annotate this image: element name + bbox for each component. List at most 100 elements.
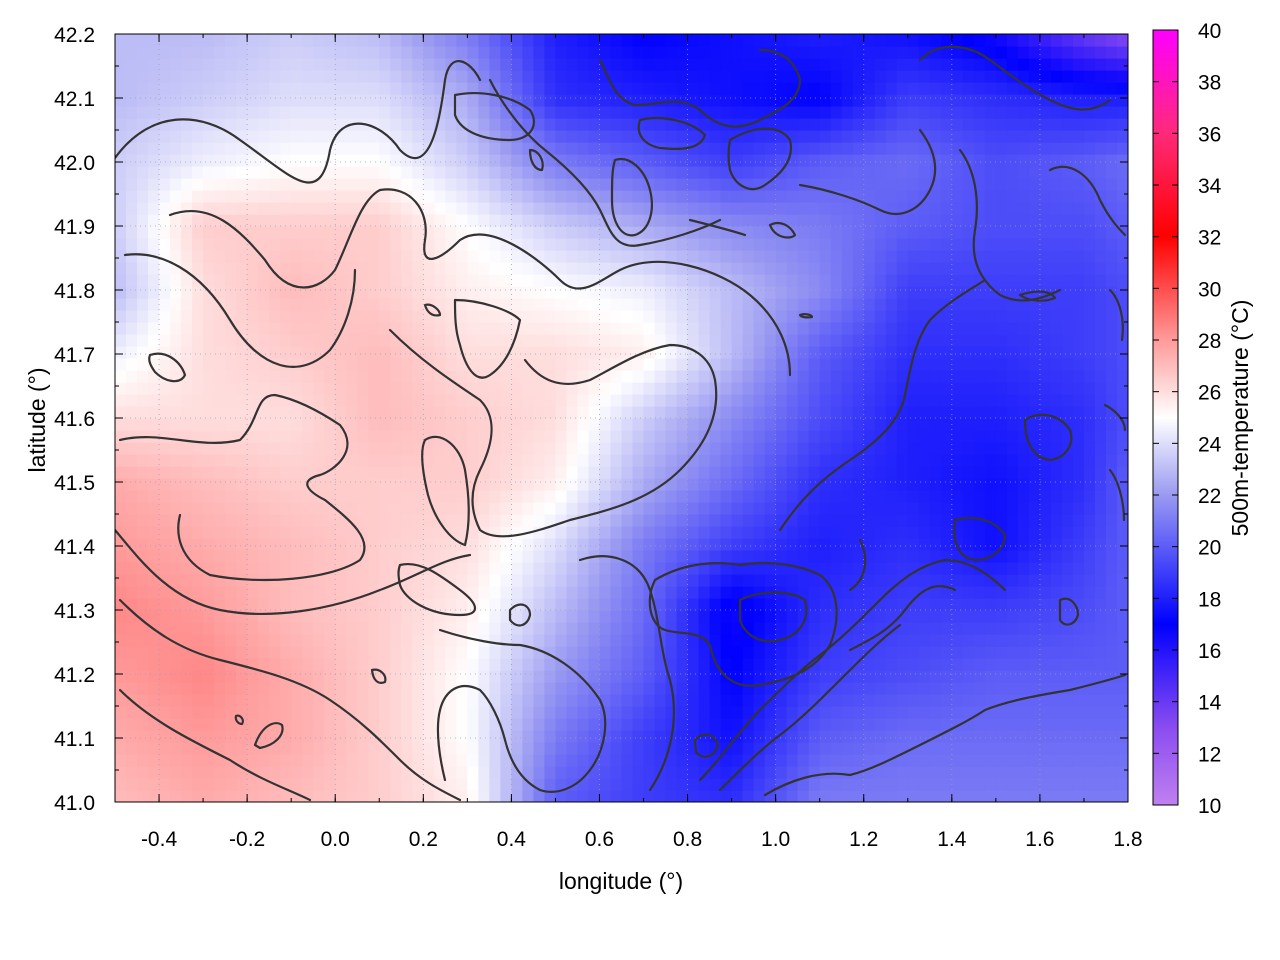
heatmap-cell <box>390 694 402 707</box>
heatmap-cell <box>555 310 568 323</box>
heatmap-cell <box>588 790 601 802</box>
heatmap-cell <box>874 586 887 599</box>
heatmap-cell <box>764 286 777 299</box>
heatmap-cell <box>654 790 667 802</box>
heatmap-cell <box>973 502 986 515</box>
heatmap-cell <box>511 154 523 167</box>
heatmap-cell <box>555 586 568 599</box>
heatmap-cell <box>1083 610 1096 623</box>
heatmap-cell <box>1006 526 1019 539</box>
heatmap-cell <box>368 598 380 611</box>
heatmap-cell <box>280 322 292 335</box>
heatmap-cell <box>819 250 832 263</box>
heatmap-cell <box>115 718 127 731</box>
heatmap-cell <box>511 646 523 659</box>
heatmap-cell <box>995 766 1008 779</box>
heatmap-cell <box>1083 454 1096 467</box>
heatmap-cell <box>951 478 964 491</box>
heatmap-cell <box>907 502 920 515</box>
heatmap-cell <box>632 634 645 647</box>
heatmap-cell <box>181 310 193 323</box>
heatmap-cell <box>555 766 568 779</box>
heatmap-cell <box>1105 658 1118 671</box>
heatmap-cell <box>918 274 931 287</box>
heatmap-cell <box>412 514 424 527</box>
heatmap-cell <box>643 658 656 671</box>
heatmap-cell <box>335 418 347 431</box>
heatmap-cell <box>203 238 215 251</box>
heatmap-cell <box>621 166 634 179</box>
heatmap-cell <box>368 466 380 479</box>
heatmap-cell <box>962 382 975 395</box>
heatmap-cell <box>357 454 369 467</box>
heatmap-cell <box>643 310 656 323</box>
heatmap-cell <box>522 418 535 431</box>
heatmap-cell <box>1116 622 1128 635</box>
heatmap-cell <box>137 562 149 575</box>
heatmap-cell <box>346 430 358 443</box>
heatmap-cell <box>401 670 413 683</box>
heatmap-cell <box>390 442 402 455</box>
heatmap-cell <box>1006 370 1019 383</box>
heatmap-cell <box>379 298 391 311</box>
heatmap-cell <box>401 682 413 695</box>
heatmap-cell <box>467 706 479 719</box>
heatmap-cell <box>456 238 468 251</box>
heatmap-cell <box>808 586 821 599</box>
heatmap-cell <box>885 514 898 527</box>
heatmap-cell <box>1006 550 1019 563</box>
heatmap-cell <box>522 298 535 311</box>
heatmap-cell <box>885 358 898 371</box>
heatmap-cell <box>115 430 127 443</box>
heatmap-cell <box>896 658 909 671</box>
heatmap-cell <box>753 502 766 515</box>
heatmap-cell <box>742 514 755 527</box>
heatmap-cell <box>1072 766 1085 779</box>
heatmap-cell <box>610 358 623 371</box>
heatmap-cell <box>830 466 843 479</box>
heatmap-cell <box>247 178 259 191</box>
heatmap-cell <box>236 250 248 263</box>
heatmap-cell <box>126 142 138 155</box>
heatmap-cell <box>808 442 821 455</box>
heatmap-cell <box>269 214 281 227</box>
heatmap-cell <box>489 562 501 575</box>
heatmap-cell <box>1006 574 1019 587</box>
heatmap-cell <box>346 394 358 407</box>
heatmap-cell <box>830 298 843 311</box>
heatmap-cell <box>885 346 898 359</box>
heatmap-cell <box>775 694 788 707</box>
heatmap-cell <box>632 154 645 167</box>
heatmap-cell <box>368 778 380 791</box>
heatmap-cell <box>808 718 821 731</box>
heatmap-cell <box>984 538 997 551</box>
heatmap-cell <box>687 262 700 275</box>
heatmap-cell <box>500 526 512 539</box>
heatmap-cell <box>203 358 215 371</box>
heatmap-cell <box>1094 358 1107 371</box>
heatmap-cell <box>1083 322 1096 335</box>
heatmap-cell <box>1094 502 1107 515</box>
heatmap-cell <box>588 202 601 215</box>
heatmap-cell <box>302 202 314 215</box>
heatmap-cell <box>841 670 854 683</box>
heatmap-cell <box>753 310 766 323</box>
heatmap-cell <box>841 250 854 263</box>
heatmap-cell <box>269 718 281 731</box>
heatmap-cell <box>566 322 579 335</box>
heatmap-cell <box>1105 610 1118 623</box>
heatmap-cell <box>566 574 579 587</box>
heatmap-cell <box>192 358 204 371</box>
heatmap-cell <box>302 538 314 551</box>
heatmap-cell <box>632 658 645 671</box>
heatmap-cell <box>1006 658 1019 671</box>
heatmap-cell <box>203 262 215 275</box>
heatmap-cell <box>214 214 226 227</box>
heatmap-cell <box>115 454 127 467</box>
heatmap-cell <box>1105 346 1118 359</box>
heatmap-cell <box>478 730 490 743</box>
heatmap-cell <box>764 406 777 419</box>
heatmap-cell <box>753 358 766 371</box>
heatmap-cell <box>533 598 546 611</box>
heatmap-cell <box>863 586 876 599</box>
